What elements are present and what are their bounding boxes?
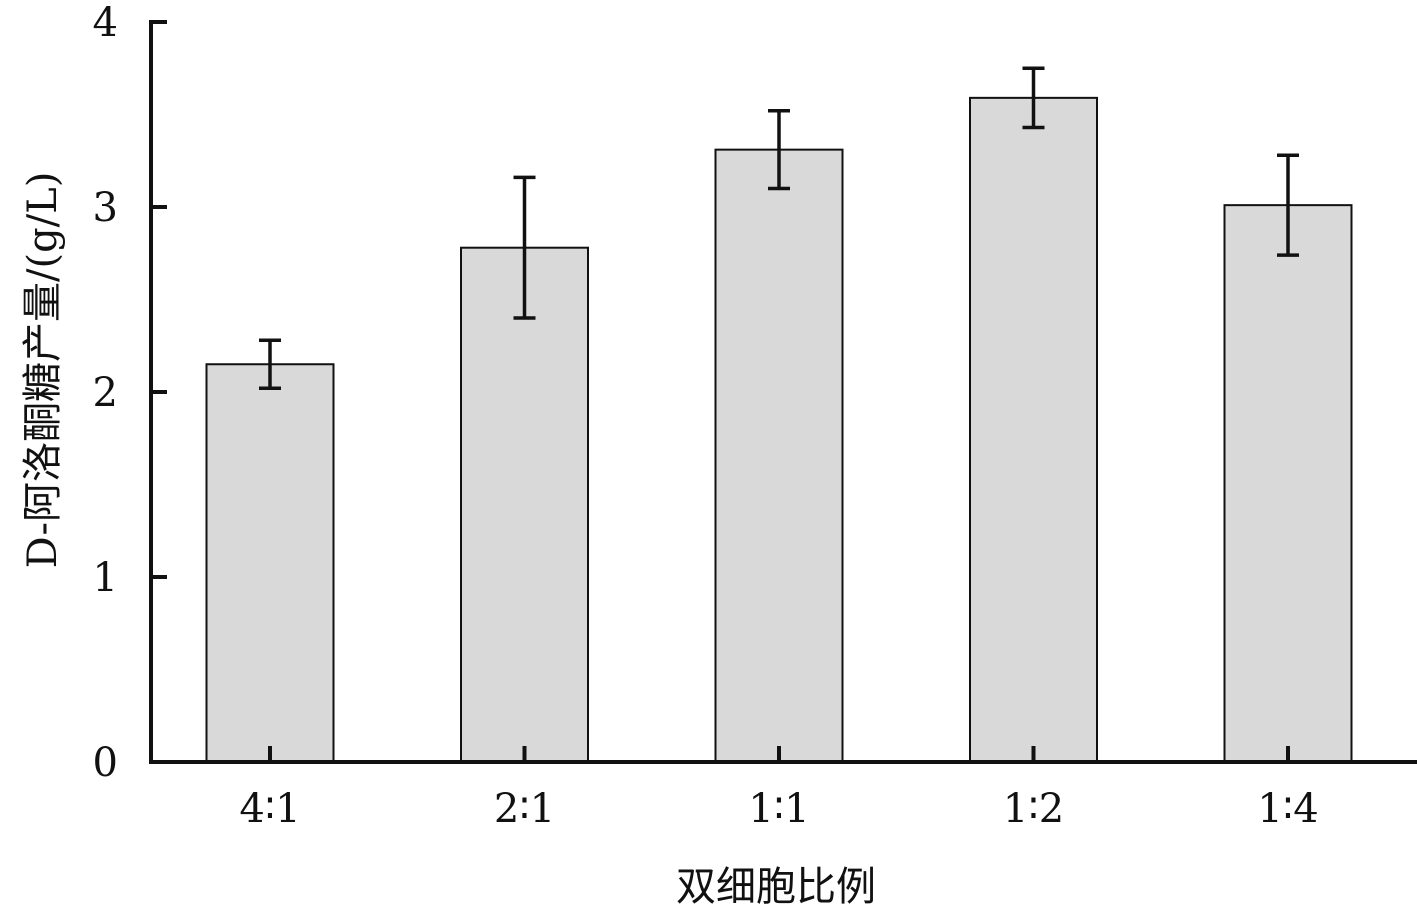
bar	[1223, 204, 1353, 763]
y-tick-label: 0	[93, 740, 118, 786]
y-tick-label: 1	[93, 555, 118, 601]
x-tick-label: 1∶2	[1003, 786, 1064, 832]
x-tick-label: 1∶4	[1257, 786, 1318, 832]
x-tick-label: 1∶1	[748, 786, 809, 832]
bar	[460, 246, 589, 763]
x-tick-label: 2∶1	[494, 786, 555, 832]
bar	[205, 363, 335, 763]
bar	[714, 148, 844, 763]
bar	[969, 96, 1098, 764]
y-tick-label: 3	[93, 185, 118, 231]
x-axis-title: 双细胞比例	[676, 864, 876, 910]
error-bars-layer	[259, 66, 1299, 391]
y-ticks-layer: 0 1 2 3 4	[93, 0, 167, 786]
x-ticks-layer: 4∶1 2∶1 1∶1 1∶2 1∶4	[239, 746, 1319, 832]
y-tick-label: 4	[93, 0, 118, 46]
y-axis-title: D-阿洛酮糖产量/(g/L)	[20, 172, 66, 569]
y-tick-label: 2	[93, 370, 118, 416]
x-tick-label: 4∶1	[239, 786, 300, 832]
bars-layer	[205, 96, 1353, 764]
